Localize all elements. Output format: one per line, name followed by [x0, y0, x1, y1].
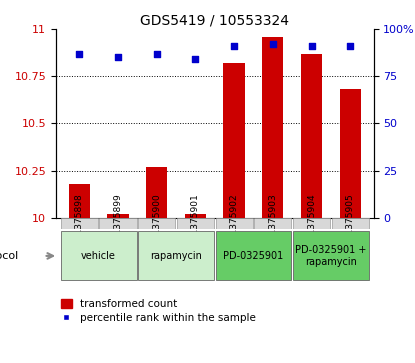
- Bar: [185, 214, 206, 218]
- Text: GSM1375899: GSM1375899: [113, 193, 122, 254]
- Point: [308, 43, 315, 49]
- Text: vehicle: vehicle: [81, 251, 116, 261]
- Point: [269, 41, 276, 47]
- Bar: [223, 63, 245, 218]
- Bar: [146, 167, 167, 218]
- Point: [192, 56, 199, 62]
- Bar: [332, 218, 369, 229]
- Point: [115, 54, 121, 60]
- Bar: [339, 89, 361, 218]
- Bar: [177, 218, 214, 229]
- Bar: [254, 218, 291, 229]
- Text: GSM1375898: GSM1375898: [75, 193, 84, 254]
- Bar: [293, 232, 369, 280]
- Title: GDS5419 / 10553324: GDS5419 / 10553324: [140, 14, 289, 28]
- Bar: [215, 218, 253, 229]
- Bar: [138, 218, 175, 229]
- Bar: [293, 218, 330, 229]
- Text: GSM1375904: GSM1375904: [307, 193, 316, 254]
- Legend: transformed count, percentile rank within the sample: transformed count, percentile rank withi…: [61, 299, 256, 323]
- Bar: [61, 232, 137, 280]
- Bar: [215, 232, 291, 280]
- Point: [154, 51, 160, 57]
- Bar: [301, 54, 322, 218]
- Bar: [138, 232, 214, 280]
- Point: [76, 51, 83, 57]
- Bar: [99, 218, 137, 229]
- Bar: [68, 184, 90, 218]
- Text: rapamycin: rapamycin: [150, 251, 202, 261]
- Bar: [107, 214, 129, 218]
- Bar: [262, 37, 283, 218]
- Text: protocol: protocol: [0, 251, 18, 261]
- Text: GSM1375903: GSM1375903: [269, 193, 277, 254]
- Text: GSM1375902: GSM1375902: [229, 193, 239, 254]
- Bar: [61, 218, 98, 229]
- Point: [231, 43, 237, 49]
- Text: PD-0325901 +
rapamycin: PD-0325901 + rapamycin: [295, 245, 366, 267]
- Text: GSM1375905: GSM1375905: [346, 193, 355, 254]
- Text: GSM1375901: GSM1375901: [191, 193, 200, 254]
- Text: PD-0325901: PD-0325901: [223, 251, 283, 261]
- Point: [347, 43, 354, 49]
- Text: GSM1375900: GSM1375900: [152, 193, 161, 254]
